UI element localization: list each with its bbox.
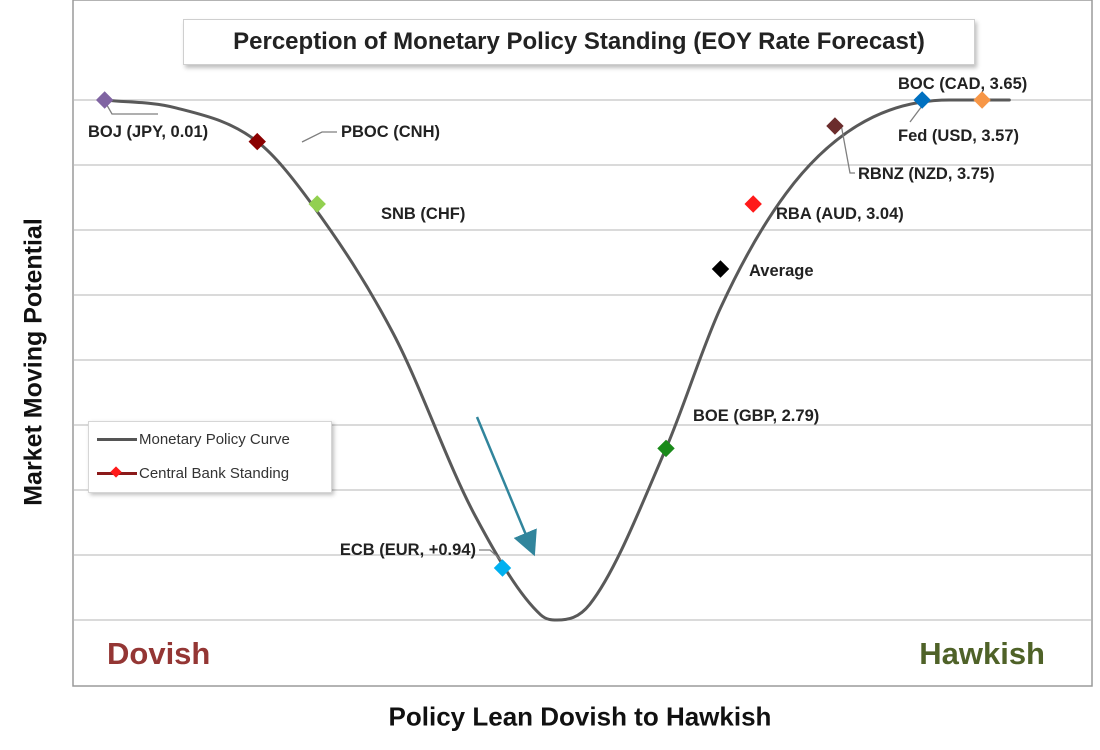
data-label: BOE (GBP, 2.79)	[693, 407, 819, 425]
central-bank-marker	[973, 91, 991, 109]
central-bank-marker	[913, 91, 931, 109]
data-label: RBA (AUD, 3.04)	[776, 205, 904, 223]
legend: Monetary Policy Curve Central Bank Stand…	[88, 421, 332, 493]
central-bank-marker	[248, 132, 266, 151]
data-label: PBOC (CNH)	[341, 123, 440, 141]
line-swatch-icon	[97, 429, 137, 449]
central-bank-marker	[657, 439, 675, 458]
x-axis-title: Policy Lean Dovish to Hawkish	[388, 701, 772, 732]
monetary-policy-curve	[103, 98, 1011, 622]
legend-item-standing: Central Bank Standing	[97, 463, 289, 483]
central-bank-marker	[95, 91, 114, 109]
leader-line	[840, 123, 855, 174]
hawkish-label: Hawkish	[919, 636, 1045, 671]
data-label: SNB (CHF)	[381, 205, 465, 223]
dovish-label: Dovish	[107, 636, 211, 671]
leader-line	[479, 549, 502, 561]
data-label: Fed (USD, 3.57)	[898, 127, 1019, 145]
central-bank-marker	[493, 559, 512, 577]
legend-label-standing: Central Bank Standing	[139, 464, 290, 482]
chart-title: Perception of Monetary Policy Standing (…	[183, 19, 975, 65]
legend-label-curve: Monetary Policy Curve	[139, 430, 290, 448]
plot-frame	[72, 0, 1093, 687]
y-axis-title: Market Moving Potential	[19, 218, 48, 506]
central-bank-marker	[308, 195, 326, 213]
central-bank-marker	[711, 260, 730, 278]
leader-line	[301, 131, 337, 143]
legend-item-curve: Monetary Policy Curve	[97, 429, 290, 449]
central-bank-marker	[826, 117, 844, 135]
data-label: BOC (CAD, 3.65)	[898, 75, 1027, 93]
arrow-annotation	[475, 416, 537, 557]
data-label: RBNZ (NZD, 3.75)	[858, 165, 995, 183]
diamond-swatch-icon	[97, 463, 137, 483]
data-label: Average	[749, 262, 814, 280]
central-bank-marker	[744, 195, 762, 213]
data-label: ECB (EUR, +0.94)	[340, 541, 476, 559]
data-label: BOJ (JPY, 0.01)	[88, 123, 208, 141]
